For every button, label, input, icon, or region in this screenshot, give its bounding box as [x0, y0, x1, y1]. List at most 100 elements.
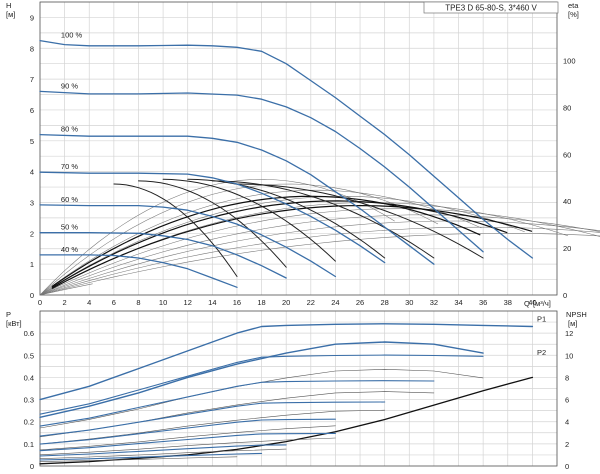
efficiency-envelope	[51, 205, 533, 289]
speed-curve	[39, 90, 484, 253]
power-curve-partial	[39, 354, 484, 415]
efficiency-curve	[39, 226, 600, 296]
speed-curve-label: 80 %	[61, 125, 78, 134]
top-x-tick: 14	[208, 298, 216, 307]
speed-curve	[39, 133, 435, 265]
power-curve-partial	[39, 380, 435, 427]
bottom-y-tick: 0	[30, 462, 34, 471]
top-y2label: eta	[568, 1, 579, 10]
top-x-tick: 16	[233, 298, 241, 307]
top-x-tick: 32	[430, 298, 438, 307]
top-yunit: [м]	[6, 10, 15, 19]
top-x-tick: 22	[307, 298, 315, 307]
top-y2-tick: 20	[563, 244, 571, 253]
bottom-chart-curves: P1 P2	[39, 314, 546, 465]
top-y-tick: 4	[30, 168, 34, 177]
bottom-y2-tick: 10	[565, 351, 573, 360]
top-xlabel: Q	[524, 299, 530, 308]
bottom-ylabel: P	[6, 310, 11, 319]
top-x-tick: 20	[282, 298, 290, 307]
bottom-y2label: NPSH	[566, 310, 587, 319]
partial-load-curve	[211, 180, 435, 259]
speed-curve-label: 60 %	[61, 195, 78, 204]
partial-load-curve	[138, 180, 287, 268]
efficiency-curve	[39, 183, 439, 296]
partial-load-curve	[113, 183, 238, 277]
top-y2-tick: 0	[563, 291, 567, 300]
top-y-tick: 0	[30, 291, 34, 300]
speed-curve-label: 50 %	[61, 223, 78, 232]
top-x-tick: 40	[528, 298, 536, 307]
bottom-plot-frame	[39, 310, 558, 467]
efficiency-envelope	[51, 195, 481, 287]
efficiency-curve	[39, 208, 600, 296]
top-y2-tick: 80	[563, 103, 571, 112]
top-x-tick: 36	[479, 298, 487, 307]
power-curve-partial	[39, 444, 287, 457]
top-y-tick: 5	[30, 137, 34, 146]
bottom-y-tick: 0.6	[24, 329, 34, 338]
top-chart-curves: 100 % 90 % 80 % 70 % 60 % 50 % 40 %	[39, 31, 600, 296]
top-x-tick: 8	[136, 298, 140, 307]
bottom-y2unit: [м]	[568, 319, 577, 328]
top-y2-tick: 40	[563, 197, 571, 206]
top-y2-tick: 100	[563, 57, 576, 66]
power-curve-partial	[39, 418, 336, 445]
bottom-y2-tick: 8	[565, 373, 569, 382]
power-curve-partial	[39, 432, 336, 452]
top-x-tick: 30	[405, 298, 413, 307]
power-curve	[39, 323, 534, 401]
partial-load-curve	[187, 178, 386, 259]
top-x-tick: 18	[257, 298, 265, 307]
top-x-tick: 6	[112, 298, 116, 307]
bottom-y-tick: 0.4	[24, 373, 34, 382]
efficiency-curve	[39, 189, 482, 296]
speed-curve	[39, 254, 238, 288]
chart-title-box: TPE3 D 65-80-S, 3*460 V	[423, 1, 559, 14]
top-y-tick: 3	[30, 198, 34, 207]
top-plot-frame	[39, 1, 558, 296]
power-curve-partial-thin	[39, 448, 287, 459]
top-y-tick: 7	[30, 75, 34, 84]
npsh-curve	[39, 376, 534, 465]
top-x-tick: 28	[380, 298, 388, 307]
top-y-tick: 9	[30, 13, 34, 22]
partial-load-curve	[236, 183, 484, 259]
power-curve-partial	[39, 452, 263, 461]
top-x-tick: 24	[331, 298, 339, 307]
speed-curve	[39, 232, 287, 279]
speed-curve-label: 100 %	[61, 31, 83, 40]
efficiency-curve	[39, 283, 93, 296]
top-xunit: [м³/ч]	[533, 299, 551, 308]
speed-curve	[39, 39, 534, 259]
top-x-tick: 34	[454, 298, 462, 307]
chart-title: TPE3 D 65-80-S, 3*460 V	[445, 4, 537, 13]
top-y-tick: 8	[30, 44, 34, 53]
power-curve-partial-thin	[39, 409, 385, 445]
speed-curve-label: 70 %	[61, 162, 78, 171]
bottom-yunit: [кВт]	[6, 319, 22, 328]
top-y2-tick: 60	[563, 150, 571, 159]
bottom-y2-tick: 4	[565, 418, 569, 427]
top-x-tick: 2	[63, 298, 67, 307]
top-y-tick: 2	[30, 229, 34, 238]
power-curve-partial	[39, 401, 386, 437]
bottom-chart-grid: 0 0.1 0.2 0.3 0.4 0.5 0.6 0 2 4 6 8 10 12	[24, 310, 573, 471]
chart-labels: H [м] eta [%] Q [м³/ч] P [кВт] NPSH [м]	[6, 1, 587, 328]
speed-curve	[39, 204, 337, 278]
bottom-y-tick: 0.1	[24, 440, 34, 449]
top-y2unit: [%]	[568, 10, 579, 19]
partial-load-curve	[162, 178, 336, 262]
top-x-tick: 12	[184, 298, 192, 307]
bottom-y2-tick: 2	[565, 440, 569, 449]
p1-label: P1	[537, 314, 546, 323]
top-x-tick: 38	[504, 298, 512, 307]
speed-curve-label: 40 %	[61, 245, 78, 254]
efficiency-envelope	[51, 200, 508, 288]
top-x-tick: 4	[87, 298, 91, 307]
bottom-y-tick: 0.5	[24, 351, 34, 360]
efficiency-curve	[39, 214, 600, 296]
top-y-tick: 1	[30, 260, 34, 269]
power-curve	[39, 341, 484, 418]
